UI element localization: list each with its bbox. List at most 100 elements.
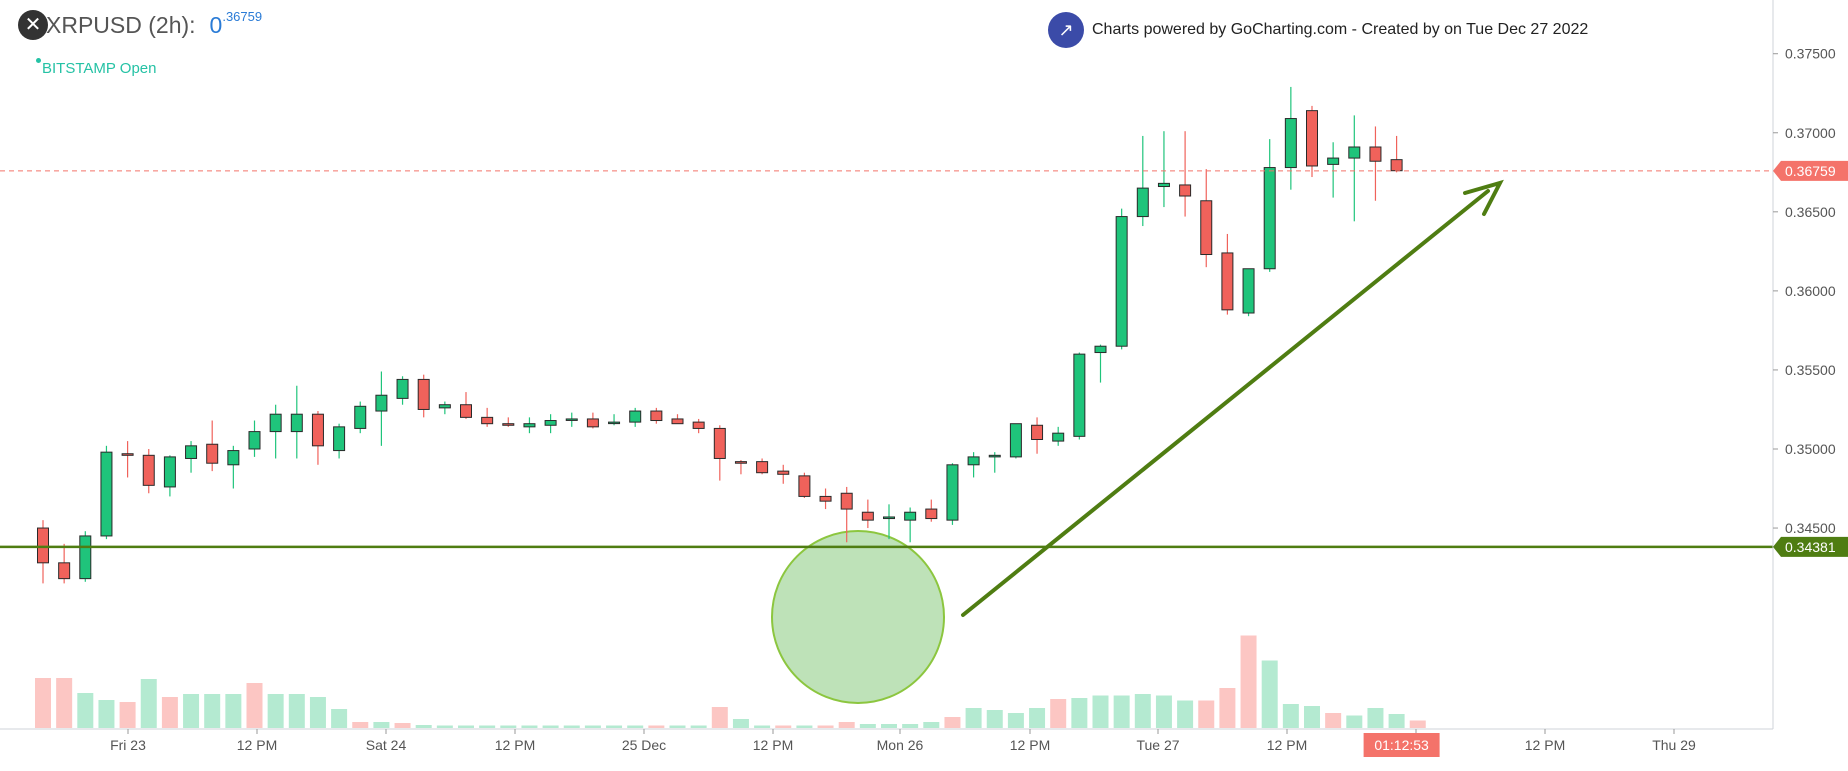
candle-body bbox=[608, 421, 621, 425]
volume-bar bbox=[56, 678, 73, 728]
candle-body bbox=[819, 495, 832, 502]
x-tick-label: 12 PM bbox=[237, 737, 277, 753]
candle-body bbox=[777, 470, 790, 475]
volume-bars bbox=[35, 635, 1426, 728]
volume-bar bbox=[775, 725, 792, 728]
support-tag-label: 0.34381 bbox=[1785, 539, 1836, 555]
x-tick-label: Sat 24 bbox=[366, 737, 407, 753]
candle bbox=[756, 458, 769, 475]
y-tick-label: 0.37500 bbox=[1785, 46, 1836, 62]
volume-bar bbox=[98, 700, 115, 728]
candle bbox=[1009, 423, 1022, 459]
candle-body bbox=[1073, 353, 1086, 437]
candle-body bbox=[544, 420, 557, 426]
candle bbox=[1157, 131, 1170, 208]
candle bbox=[100, 445, 113, 540]
volume-bar bbox=[1409, 720, 1426, 728]
credit-text: Charts powered by GoCharting.com - Creat… bbox=[1092, 21, 1589, 38]
volume-bar bbox=[183, 694, 200, 728]
candle-body bbox=[290, 413, 303, 433]
volume-bar bbox=[458, 725, 474, 728]
candle bbox=[988, 452, 1001, 473]
y-tick-label: 0.35500 bbox=[1785, 362, 1836, 378]
volume-bar bbox=[1050, 699, 1067, 728]
volume-bar bbox=[373, 722, 390, 728]
volume-bar bbox=[1346, 715, 1363, 728]
candle-body bbox=[565, 418, 578, 421]
candle-body bbox=[1179, 184, 1192, 197]
candle bbox=[798, 472, 811, 498]
candle-body bbox=[650, 410, 663, 422]
candle-body bbox=[904, 511, 917, 521]
y-tick-label: 0.37000 bbox=[1785, 125, 1836, 141]
volume-bar bbox=[1325, 713, 1342, 728]
candle-body bbox=[1263, 167, 1276, 270]
volume-bar bbox=[1282, 704, 1299, 728]
credit-banner[interactable]: ↗ Charts powered by GoCharting.com - Cre… bbox=[1048, 12, 1588, 48]
candle-body bbox=[460, 404, 472, 418]
candle bbox=[608, 414, 621, 426]
volume-bar bbox=[394, 723, 411, 728]
candle bbox=[1348, 115, 1361, 222]
volume-bar bbox=[669, 725, 686, 728]
candle-body bbox=[354, 405, 367, 429]
volume-bar bbox=[542, 725, 559, 728]
candle bbox=[1263, 139, 1276, 272]
candle-body bbox=[37, 527, 49, 564]
candle-body bbox=[1094, 345, 1107, 354]
volume-bar bbox=[838, 722, 855, 728]
candle bbox=[1031, 417, 1044, 454]
volume-bar bbox=[584, 725, 601, 728]
volume-bar bbox=[732, 719, 749, 728]
volume-bar bbox=[225, 694, 242, 728]
volume-bar bbox=[817, 725, 834, 728]
volume-bar bbox=[331, 709, 348, 728]
candle bbox=[290, 385, 303, 459]
x-tick-label: 12 PM bbox=[495, 737, 535, 753]
candle-body bbox=[1115, 216, 1128, 347]
volume-bar bbox=[161, 697, 178, 728]
volume-bar bbox=[881, 724, 897, 728]
candle-body bbox=[1031, 424, 1044, 440]
candle bbox=[396, 376, 409, 405]
candle bbox=[311, 411, 324, 465]
x-tick-label: Fri 23 bbox=[110, 737, 146, 753]
candle-body bbox=[1052, 432, 1065, 442]
candle-body bbox=[988, 454, 1001, 458]
gocharting-logo-icon: ↗ bbox=[1048, 12, 1084, 48]
candle-body bbox=[100, 451, 113, 537]
countdown-label: 01:12:53 bbox=[1374, 737, 1429, 753]
volume-bar bbox=[1071, 698, 1088, 728]
candle-body bbox=[163, 456, 176, 488]
candle bbox=[946, 463, 959, 525]
candle-body bbox=[671, 418, 684, 425]
volume-bar bbox=[1113, 695, 1130, 728]
volume-bar bbox=[267, 694, 284, 728]
candle-body bbox=[502, 423, 515, 426]
candle-body bbox=[142, 454, 155, 486]
volume-bar bbox=[1240, 635, 1257, 728]
volume-bar bbox=[1029, 708, 1046, 728]
volume-bar bbox=[606, 725, 623, 728]
countdown-badge: 01:12:53 bbox=[1363, 733, 1440, 757]
candle bbox=[734, 460, 747, 475]
volume-bar bbox=[500, 725, 517, 728]
x-tick-label: 12 PM bbox=[1010, 737, 1050, 753]
y-tick-label: 0.34500 bbox=[1785, 520, 1836, 536]
support-tag-bg bbox=[1773, 536, 1848, 557]
candle bbox=[79, 531, 92, 582]
volume-bar bbox=[1092, 695, 1109, 728]
candle bbox=[883, 504, 895, 540]
trend-arrow bbox=[961, 179, 1504, 617]
candle bbox=[861, 499, 874, 529]
x-tick-label: Thu 29 bbox=[1652, 737, 1696, 753]
x-tick-label: Mon 26 bbox=[877, 737, 924, 753]
volume-bar bbox=[35, 678, 51, 728]
volume-bar bbox=[796, 725, 813, 728]
volume-bar bbox=[1367, 708, 1384, 728]
candle bbox=[163, 455, 176, 497]
current-price: 0.36759 bbox=[210, 9, 263, 39]
price-axis: 0.37500 0.37000 0.36500 0.36000 0.35500 0.350… bbox=[0, 0, 1848, 730]
candle bbox=[565, 412, 578, 427]
